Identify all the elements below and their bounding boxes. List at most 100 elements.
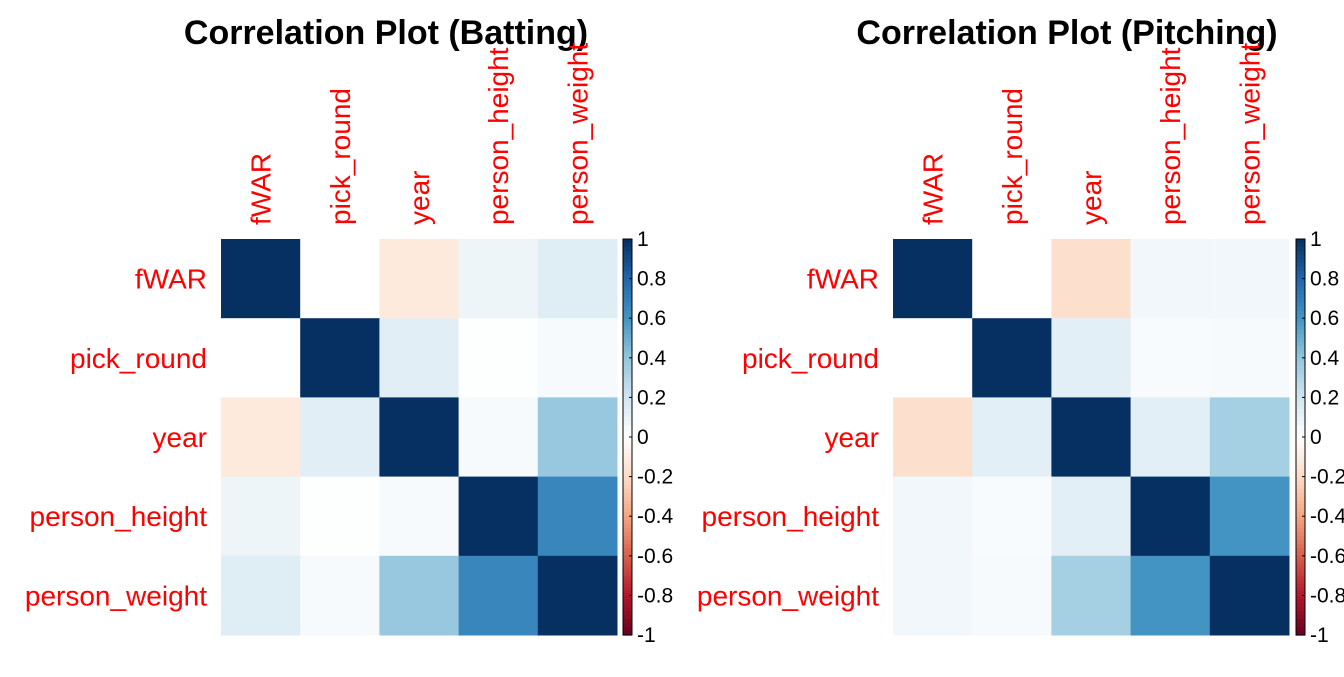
colorbar-segment bbox=[1296, 440, 1305, 446]
heatmap-cell bbox=[221, 476, 301, 557]
colorbar-segment bbox=[623, 373, 632, 379]
colorbar-tick-label: -0.2 bbox=[1310, 466, 1344, 489]
colorbar-tick-label: 0 bbox=[1310, 426, 1322, 449]
heatmap-cell bbox=[458, 239, 539, 319]
colorbar-segment bbox=[1296, 448, 1305, 454]
colorbar-tick-label: -1 bbox=[1310, 624, 1329, 647]
row-label: person_height bbox=[30, 501, 208, 532]
colorbar-segment bbox=[623, 401, 632, 406]
heatmap-cell bbox=[458, 555, 539, 636]
heatmap-cell bbox=[537, 239, 618, 319]
colorbar-segment bbox=[1296, 464, 1305, 470]
heatmap-cell bbox=[972, 318, 1052, 398]
colorbar-segment bbox=[1296, 452, 1305, 458]
colorbar-segment bbox=[1296, 524, 1305, 529]
heatmap-cell bbox=[972, 476, 1052, 557]
colorbar-segment bbox=[1296, 274, 1305, 280]
colorbar-segment bbox=[1296, 579, 1305, 585]
colorbar-segment bbox=[1296, 318, 1305, 323]
colorbar-segment bbox=[623, 413, 632, 418]
colorbar-tick-label: 0.4 bbox=[637, 347, 667, 370]
colorbar-tick-label: 1 bbox=[1310, 228, 1322, 251]
colorbar-segment bbox=[623, 591, 632, 596]
colorbar-segment bbox=[623, 365, 632, 371]
colorbar-segment bbox=[623, 555, 632, 561]
heatmap-cell bbox=[221, 397, 301, 478]
heatmap-cell bbox=[972, 555, 1052, 636]
colorbar-segment bbox=[623, 623, 632, 628]
colorbar-segment bbox=[1296, 381, 1305, 387]
colorbar-segment bbox=[1296, 571, 1305, 577]
colorbar-segment bbox=[623, 405, 632, 410]
colorbar-tick-label: 1 bbox=[637, 228, 649, 251]
colorbar-segment bbox=[1296, 409, 1305, 414]
colorbar-segment bbox=[1296, 433, 1305, 438]
colorbar-segment bbox=[623, 484, 632, 490]
row-label: year bbox=[825, 422, 879, 453]
colorbar-segment bbox=[623, 278, 632, 284]
heatmap-cell bbox=[1051, 318, 1132, 398]
colorbar-segment bbox=[623, 559, 632, 565]
colorbar-segment bbox=[623, 456, 632, 462]
heatmap-cell bbox=[1209, 476, 1290, 557]
colorbar-segment bbox=[623, 579, 632, 585]
colorbar-segment bbox=[623, 250, 632, 256]
colorbar-segment bbox=[1296, 603, 1305, 608]
colorbar-segment bbox=[623, 290, 632, 296]
colorbar-segment bbox=[623, 571, 632, 577]
colorbar-segment bbox=[1296, 547, 1305, 553]
heatmap-cell bbox=[537, 397, 618, 478]
colorbar-segment bbox=[623, 254, 632, 260]
colorbar-segment bbox=[1296, 278, 1305, 284]
colorbar-segment bbox=[623, 286, 632, 292]
colorbar-segment bbox=[623, 353, 632, 359]
colorbar-segment bbox=[1296, 492, 1305, 497]
colorbar-segment bbox=[623, 512, 632, 517]
colorbar-segment bbox=[623, 258, 632, 264]
colorbar-segment bbox=[623, 508, 632, 513]
heatmap-cell bbox=[300, 555, 380, 636]
colorbar-segment bbox=[623, 543, 632, 549]
heatmap-cell bbox=[458, 318, 539, 398]
column-label: person_height bbox=[483, 47, 514, 225]
colorbar-segment bbox=[623, 504, 632, 509]
colorbar-segment bbox=[623, 583, 632, 589]
colorbar-segment bbox=[1296, 397, 1305, 402]
column-label: person_weight bbox=[1234, 43, 1265, 225]
heatmap-cell bbox=[300, 476, 380, 557]
colorbar-segment bbox=[623, 393, 632, 398]
colorbar-segment bbox=[623, 437, 632, 442]
heatmap-cell bbox=[893, 555, 973, 636]
colorbar-segment bbox=[1296, 270, 1305, 276]
column-label: fWAR bbox=[918, 153, 949, 225]
colorbar-segment bbox=[623, 563, 632, 569]
colorbar-tick-label: 0.2 bbox=[1310, 386, 1339, 409]
colorbar-segment bbox=[623, 326, 632, 331]
colorbar-segment bbox=[1296, 488, 1305, 494]
colorbar-tick-label: 0.4 bbox=[1310, 347, 1340, 370]
colorbar-segment bbox=[1296, 508, 1305, 513]
heatmap-cell bbox=[379, 476, 460, 557]
colorbar-segment bbox=[623, 298, 632, 303]
heatmap-cell bbox=[379, 555, 460, 636]
row-label: fWAR bbox=[135, 264, 207, 295]
heatmap-cell bbox=[300, 239, 380, 319]
colorbar-segment bbox=[1296, 294, 1305, 299]
heatmap-cell bbox=[300, 397, 380, 478]
colorbar-segment bbox=[1296, 341, 1305, 347]
colorbar-segment bbox=[623, 334, 632, 339]
colorbar-segment bbox=[1296, 310, 1305, 315]
row-label: pick_round bbox=[742, 343, 879, 374]
colorbar-segment bbox=[623, 389, 632, 395]
colorbar-segment bbox=[623, 536, 632, 541]
colorbar-segment bbox=[1296, 476, 1305, 482]
colorbar-segment bbox=[623, 547, 632, 553]
colorbar-segment bbox=[1296, 575, 1305, 581]
colorbar-segment bbox=[1296, 266, 1305, 272]
colorbar-segment bbox=[623, 615, 632, 620]
column-label: pick_round bbox=[997, 88, 1028, 225]
colorbar-segment bbox=[623, 452, 632, 458]
colorbar-segment bbox=[1296, 520, 1305, 525]
colorbar-segment bbox=[1296, 286, 1305, 292]
